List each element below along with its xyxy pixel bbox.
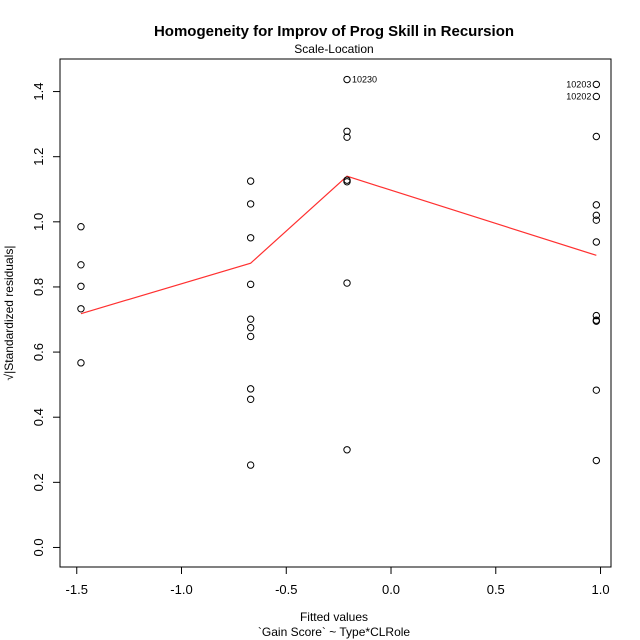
data-point (246, 395, 255, 403)
data-points (77, 75, 601, 469)
data-point (246, 234, 255, 242)
y-tick-label: 0.6 (31, 343, 46, 361)
chart-title: Homogeneity for Improv of Prog Skill in … (154, 23, 514, 40)
data-point (77, 305, 85, 313)
plot-frame (59, 58, 612, 568)
data-point (343, 133, 351, 141)
y-tick-label: 0.2 (31, 473, 46, 491)
x-axis: -1.5 -1.0 -0.5 0.0 0.5 1.0 (66, 566, 610, 597)
data-point (246, 315, 255, 323)
data-point (343, 178, 351, 186)
point-id-label: 10230 (352, 75, 377, 85)
data-point (77, 282, 85, 290)
data-point (592, 456, 601, 465)
data-point (592, 92, 601, 101)
chart-subtitle: Scale-Location (294, 42, 373, 56)
data-point (343, 127, 351, 135)
x-tick-label: 1.0 (591, 582, 609, 597)
y-axis: 0.0 0.2 0.4 0.6 0.8 1.0 1.2 1.4 (31, 83, 61, 557)
data-point (343, 446, 351, 454)
data-point (592, 386, 601, 394)
data-point (246, 200, 255, 208)
x-tick-label: -0.5 (275, 582, 297, 597)
y-tick-label: 0.4 (31, 408, 46, 426)
data-point (246, 385, 255, 393)
data-point (592, 238, 601, 246)
data-point (343, 75, 351, 84)
y-tick-label: 0.8 (31, 278, 46, 296)
data-point (592, 80, 601, 89)
smoother-line (80, 175, 597, 315)
data-point (246, 332, 255, 341)
data-point (246, 323, 255, 332)
data-point (592, 216, 601, 224)
data-point (246, 461, 255, 469)
data-point (77, 223, 85, 231)
point-labels: 10230 10203 10202 (352, 75, 591, 102)
y-tick-label: 1.2 (31, 148, 46, 166)
data-point (592, 211, 601, 220)
x-tick-label: -1.5 (66, 582, 88, 597)
x-tick-label: 0.0 (382, 582, 400, 597)
data-point (592, 311, 601, 320)
data-point (246, 280, 255, 289)
data-point (592, 201, 601, 209)
y-axis-title: √|Standardized residuals| (2, 246, 16, 381)
x-tick-label: 0.5 (487, 582, 505, 597)
data-point (592, 317, 601, 325)
x-tick-label: -1.0 (170, 582, 192, 597)
x-axis-title: Fitted values (300, 610, 368, 624)
data-point (592, 132, 601, 141)
y-tick-label: 0.0 (31, 538, 46, 556)
y-tick-label: 1.4 (31, 83, 46, 101)
x-axis-subtitle: `Gain Score` ~ Type*CLRole (258, 625, 411, 639)
y-tick-label: 1.0 (31, 213, 46, 231)
data-point (77, 261, 85, 269)
point-id-label: 10202 (566, 91, 591, 101)
data-point (77, 359, 85, 367)
data-point (343, 279, 351, 287)
data-point (246, 177, 255, 185)
point-id-label: 10203 (566, 79, 591, 89)
